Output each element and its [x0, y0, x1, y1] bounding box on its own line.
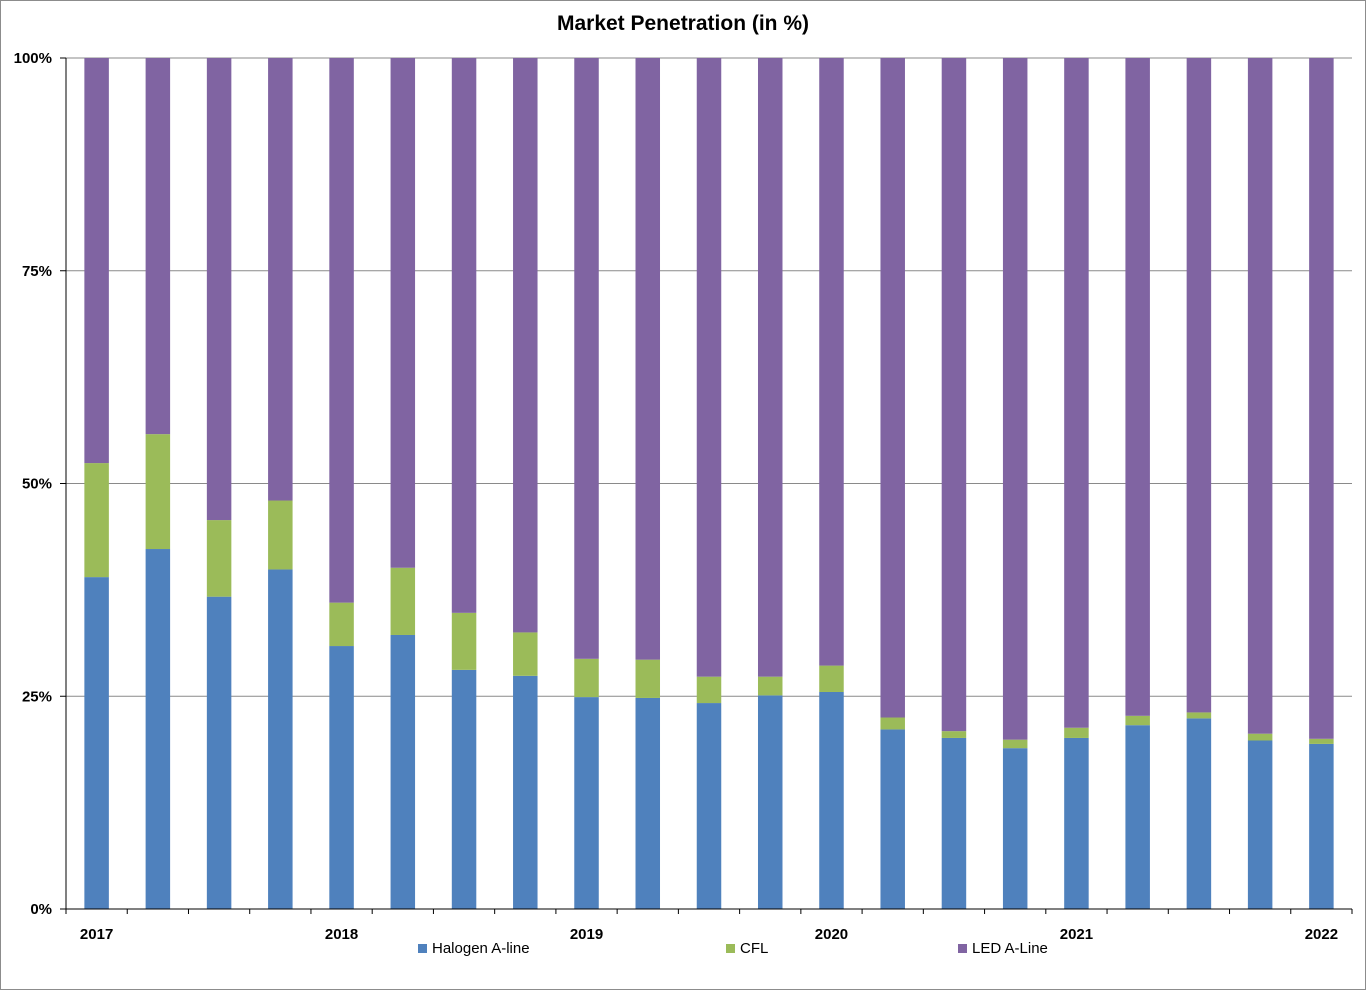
legend-item-halogen: Halogen A-line [418, 940, 530, 957]
x-tick-label: 2022 [1305, 926, 1338, 943]
bar-segment-halogen-a-line [84, 577, 109, 909]
bar-segment-halogen-a-line [206, 596, 232, 909]
bar-segment-cfl [635, 659, 661, 698]
bar-segment-halogen-a-line [696, 703, 722, 909]
bar-segment-cfl [84, 463, 109, 578]
bar-segment-led-a-line [880, 58, 905, 718]
bar-segment-led-a-line [1309, 58, 1334, 739]
legend-label-cfl: CFL [740, 940, 769, 957]
bar-segment-led-a-line [757, 58, 783, 677]
bar-segment-led-a-line [451, 58, 477, 613]
bar-segment-halogen-a-line [329, 646, 354, 909]
x-tick-label: 2018 [325, 926, 358, 943]
bar-segment-led-a-line [268, 58, 293, 501]
bar-segment-cfl [268, 500, 293, 570]
legend-item-cfl: CFL [726, 940, 768, 957]
bar-segment-led-a-line [1247, 58, 1273, 734]
bar-segment-cfl [1002, 739, 1028, 749]
y-tick-label: 75% [22, 263, 52, 280]
bar-segment-halogen-a-line [390, 634, 416, 909]
bar-segment-led-a-line [941, 58, 967, 732]
legend-label-halogen: Halogen A-line [432, 940, 530, 957]
bar-segment-halogen-a-line [145, 549, 171, 909]
bar-segment-cfl [1247, 733, 1273, 741]
bar-segment-cfl [757, 676, 783, 696]
axes: 0% 25% 50% 75% 100% 2017 2018 2019 2020 2021 2022 [14, 50, 1353, 943]
x-tick-label: 2019 [570, 926, 603, 943]
bar-segment-halogen-a-line [1309, 743, 1334, 909]
bar-segment-cfl [1186, 712, 1212, 719]
bar-segment-led-a-line [145, 58, 171, 435]
bar-segment-halogen-a-line [1186, 718, 1212, 909]
x-tick-label: 2021 [1060, 926, 1093, 943]
bar-segment-led-a-line [635, 58, 661, 660]
bar-segment-cfl [1064, 727, 1089, 738]
bar-segment-cfl [1309, 738, 1334, 744]
bar-segment-led-a-line [513, 58, 538, 633]
legend-label-led: LED A-Line [972, 940, 1048, 957]
bars [84, 58, 1334, 909]
bar-segment-cfl [696, 676, 722, 704]
bar-segment-cfl [1125, 715, 1150, 726]
bar-segment-halogen-a-line [880, 729, 905, 909]
bar-segment-led-a-line [84, 58, 109, 464]
bar-segment-cfl [513, 632, 538, 676]
bar-segment-halogen-a-line [1064, 737, 1089, 909]
legend-swatch-cfl [726, 944, 735, 953]
x-tick-label: 2020 [815, 926, 848, 943]
bar-segment-cfl [819, 665, 844, 692]
legend: Halogen A-line CFL LED A-Line [0, 940, 1366, 960]
bar-segment-cfl [329, 602, 354, 647]
bar-segment-halogen-a-line [757, 695, 783, 909]
bar-segment-cfl [206, 520, 232, 597]
bar-segment-halogen-a-line [941, 737, 967, 909]
bar-segment-halogen-a-line [268, 569, 293, 909]
bar-segment-led-a-line [696, 58, 722, 677]
bar-segment-led-a-line [1186, 58, 1212, 713]
y-tick-label: 100% [14, 50, 52, 67]
chart-title: Market Penetration (in %) [556, 12, 810, 35]
y-tick-label: 50% [22, 476, 52, 493]
bar-segment-led-a-line [329, 58, 354, 603]
bar-segment-led-a-line [390, 58, 416, 568]
bar-segment-cfl [574, 658, 599, 698]
bar-segment-led-a-line [574, 58, 599, 659]
y-tick-label: 0% [30, 901, 52, 918]
bar-segment-cfl [941, 731, 967, 738]
legend-item-led: LED A-Line [958, 940, 1048, 957]
bar-segment-led-a-line [819, 58, 844, 666]
bar-segment-led-a-line [1064, 58, 1089, 728]
x-tick-label: 2017 [80, 926, 113, 943]
bar-segment-halogen-a-line [451, 669, 477, 909]
bar-segment-halogen-a-line [635, 697, 661, 909]
bar-segment-halogen-a-line [574, 697, 599, 909]
y-tick-label: 25% [22, 688, 52, 705]
bar-segment-cfl [451, 612, 477, 670]
bar-segment-halogen-a-line [513, 675, 538, 909]
bar-segment-led-a-line [206, 58, 232, 521]
bar-segment-led-a-line [1125, 58, 1150, 716]
bar-segment-cfl [145, 434, 171, 550]
bar-segment-cfl [390, 567, 416, 635]
bar-segment-halogen-a-line [1247, 740, 1273, 909]
bar-segment-led-a-line [1002, 58, 1028, 740]
bar-segment-halogen-a-line [1125, 725, 1150, 909]
bar-segment-halogen-a-line [819, 692, 844, 909]
bar-segment-cfl [880, 717, 905, 730]
legend-swatch-halogen [418, 944, 427, 953]
bar-segment-halogen-a-line [1002, 748, 1028, 909]
legend-swatch-led [958, 944, 967, 953]
